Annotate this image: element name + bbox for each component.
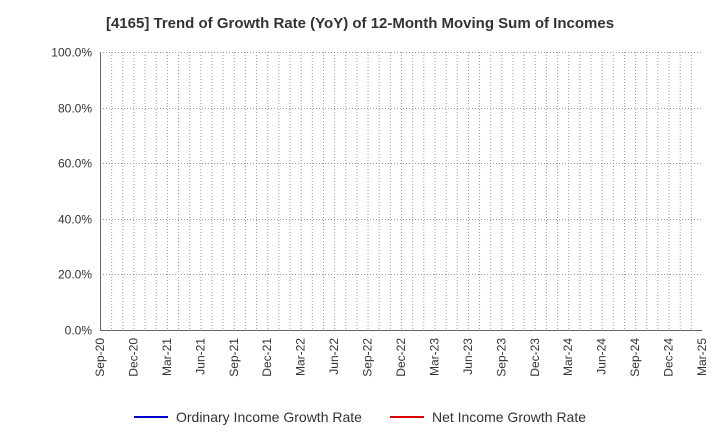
x-tick-label: Jun-24	[595, 338, 609, 375]
x-tick-label: Mar-22	[294, 338, 308, 376]
legend-item: Ordinary Income Growth Rate	[133, 409, 362, 425]
x-tick-label: Sep-20	[93, 338, 107, 377]
chart-title: [4165] Trend of Growth Rate (YoY) of 12-…	[105, 15, 615, 32]
x-tick-label: Jun-22	[327, 338, 341, 375]
x-tick-label: Sep-21	[227, 338, 241, 377]
x-tick-label: Jun-23	[461, 338, 475, 375]
legend: Ordinary Income Growth Rate Net Income Gr…	[0, 405, 720, 425]
x-tick-label: Dec-21	[260, 338, 274, 377]
x-tick-label: Dec-22	[394, 338, 408, 377]
y-tick-label: 40.0%	[58, 213, 92, 227]
x-tick-label: Mar-21	[160, 338, 174, 376]
x-tick-label: Dec-23	[528, 338, 542, 377]
y-tick-label: 0.0%	[65, 324, 93, 338]
y-tick-label: 80.0%	[58, 102, 92, 116]
x-tick-label: Dec-20	[126, 338, 140, 377]
x-tick-label: Dec-24	[662, 338, 676, 377]
y-tick-label: 20.0%	[58, 268, 92, 282]
legend-label: Net Income Growth Rate	[431, 409, 587, 425]
y-tick-label: 100.0%	[51, 46, 92, 60]
x-tick-label: Mar-23	[427, 338, 441, 376]
x-tick-label: Sep-22	[361, 338, 375, 377]
y-tick-label: 60.0%	[58, 157, 92, 171]
legend-item: Net Income Growth Rate	[389, 409, 587, 425]
x-tick-label: Mar-24	[561, 338, 575, 376]
x-tick-label: Jun-21	[193, 338, 207, 375]
legend-swatch	[133, 416, 168, 418]
x-tick-label: Mar-25	[695, 338, 709, 376]
x-tick-label: Sep-24	[628, 338, 642, 377]
x-tick-label: Sep-23	[494, 338, 508, 377]
legend-label: Ordinary Income Growth Rate	[175, 409, 362, 425]
legend-swatch	[389, 416, 424, 418]
